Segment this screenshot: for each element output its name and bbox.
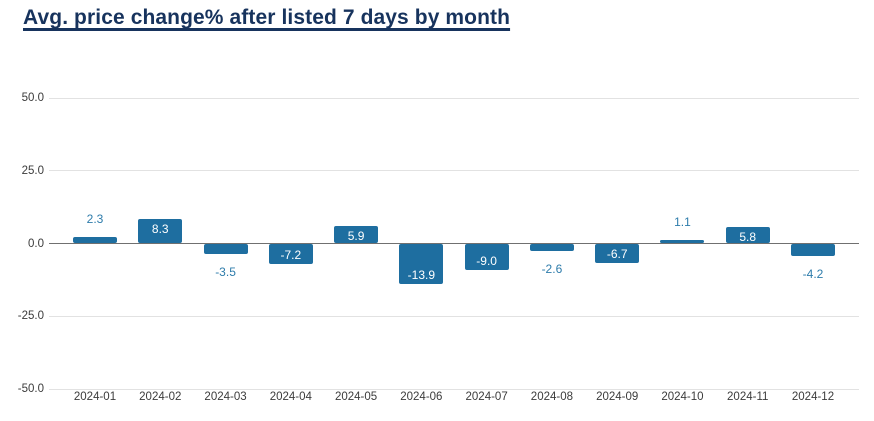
y-axis-tick-label: 0.0 bbox=[28, 237, 44, 250]
bar-2024-01[interactable] bbox=[73, 236, 117, 244]
bar-value-label: -9.0 bbox=[476, 253, 497, 268]
y-gridline bbox=[49, 97, 859, 99]
bar-2024-07[interactable] bbox=[464, 243, 509, 270]
bar-2024-12[interactable] bbox=[791, 243, 835, 256]
bar-value-label: 5.9 bbox=[347, 229, 365, 244]
bar-value-label: -7.2 bbox=[280, 248, 302, 263]
y-axis-tick-label: -25.0 bbox=[17, 310, 44, 323]
x-axis-tick-label: 2024-10 bbox=[661, 391, 704, 403]
y-gridline bbox=[49, 388, 859, 390]
x-axis-tick-label: 2024-09 bbox=[596, 391, 639, 403]
y-axis-tick-label: 25.0 bbox=[21, 164, 44, 177]
zero-axis-line bbox=[49, 242, 859, 245]
bar-2024-06[interactable] bbox=[399, 243, 444, 284]
x-axis-tick-label: 2024-06 bbox=[400, 391, 443, 403]
x-axis-tick-label: 2024-12 bbox=[791, 391, 835, 403]
bar-2024-02[interactable] bbox=[138, 219, 183, 244]
x-axis-tick-label: 2024-07 bbox=[465, 391, 508, 403]
bar-2024-10[interactable] bbox=[660, 240, 705, 244]
bar-value-label: -3.5 bbox=[215, 264, 236, 279]
bar-2024-11[interactable] bbox=[725, 226, 770, 244]
bar-2024-09[interactable] bbox=[595, 243, 640, 263]
x-axis-tick-label: 2024-08 bbox=[530, 391, 574, 403]
x-axis-tick-label: 2024-04 bbox=[269, 391, 312, 403]
x-axis-tick-label: 2024-02 bbox=[139, 391, 182, 403]
bar-value-label: 1.1 bbox=[674, 215, 691, 230]
bar-2024-04[interactable] bbox=[268, 243, 313, 265]
bar-2024-08[interactable] bbox=[529, 243, 574, 252]
bar-2024-03[interactable] bbox=[203, 243, 248, 254]
y-gridline bbox=[49, 170, 859, 172]
x-axis-tick-label: 2024-05 bbox=[334, 391, 378, 403]
x-axis-tick-label: 2024-03 bbox=[204, 391, 247, 403]
bar-value-label: 2.3 bbox=[86, 211, 104, 226]
y-axis-tick-label: -50.0 bbox=[17, 383, 44, 395]
x-axis-tick-label: 2024-01 bbox=[73, 391, 117, 403]
bar-value-label: -2.6 bbox=[541, 262, 563, 277]
chart-title[interactable]: Avg. price change% after listed 7 days b… bbox=[23, 6, 511, 29]
y-axis-tick-label: 50.0 bbox=[21, 92, 44, 104]
bar-value-label: 8.3 bbox=[151, 222, 169, 237]
bar-value-label: -4.2 bbox=[802, 266, 824, 281]
y-gridline bbox=[49, 315, 859, 317]
bar-2024-05[interactable] bbox=[334, 226, 379, 244]
bar-value-label: -6.7 bbox=[606, 246, 628, 261]
x-axis-tick-label: 2024-11 bbox=[727, 391, 769, 403]
bar-value-label: -13.9 bbox=[407, 267, 436, 282]
bar-value-label: 5.8 bbox=[739, 229, 757, 244]
